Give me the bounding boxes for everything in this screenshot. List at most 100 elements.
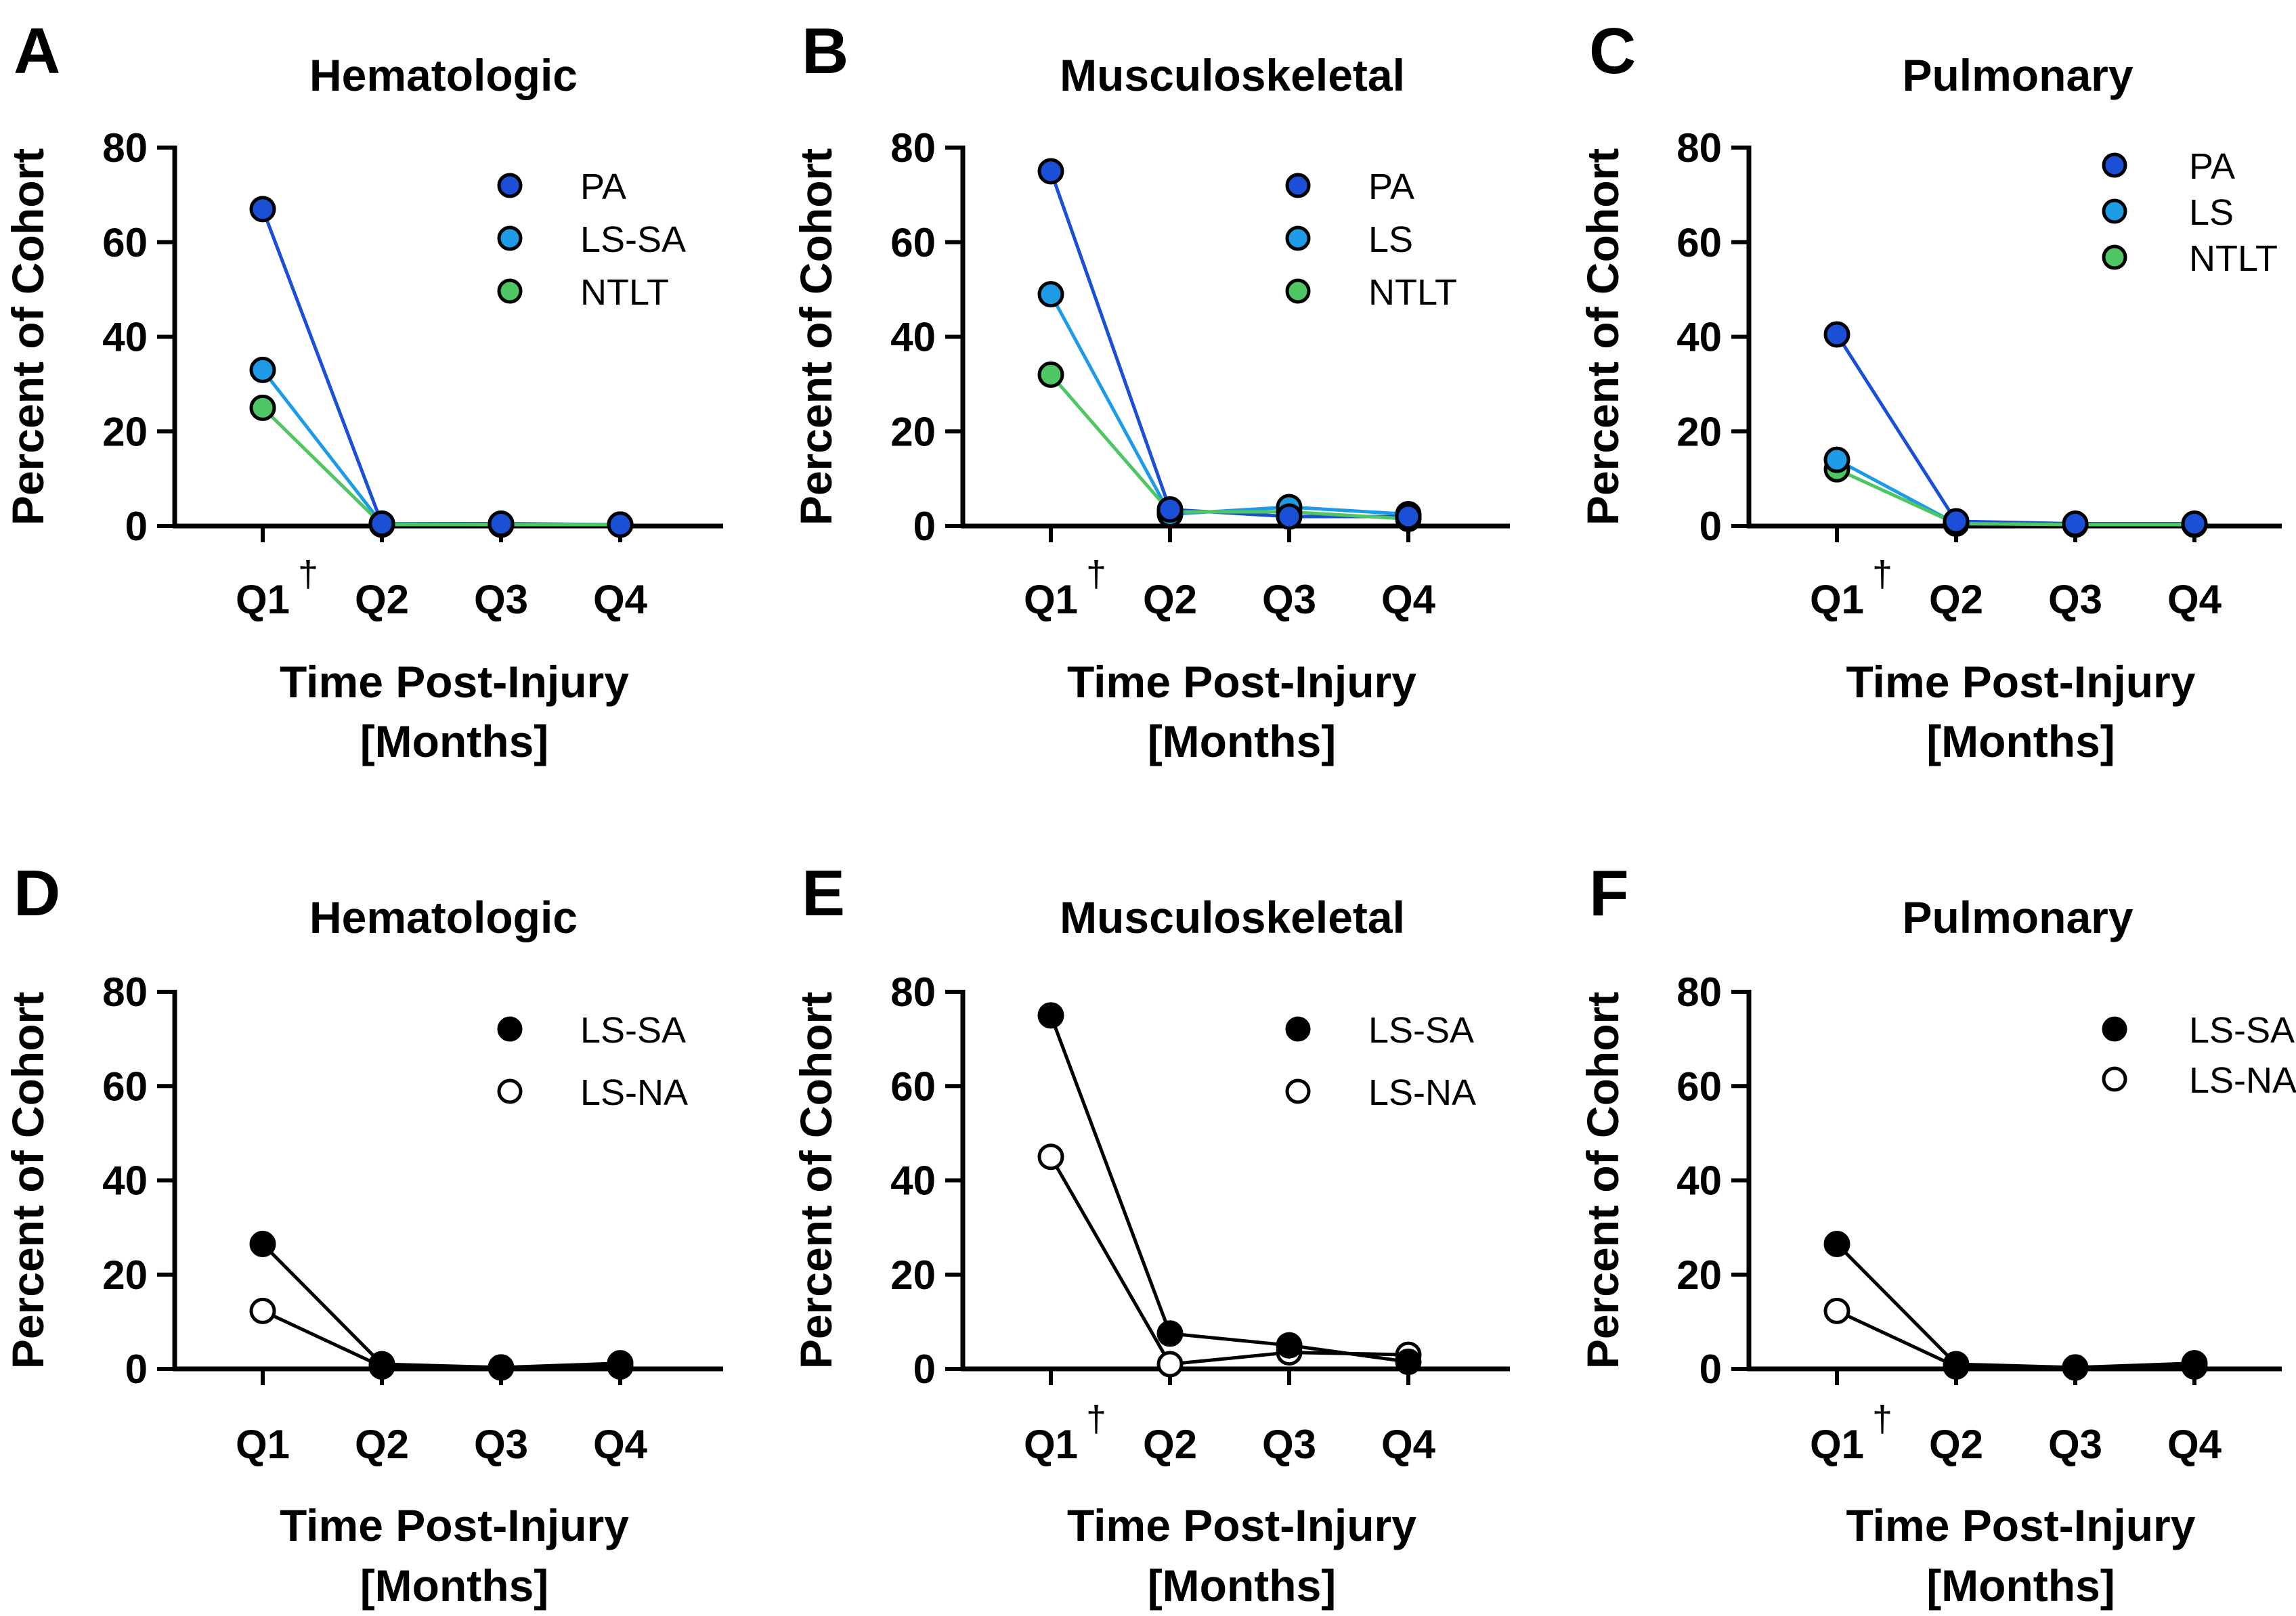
x-axis-label-units: [Months]	[1148, 1560, 1337, 1611]
x-axis-label: Time Post-Injury	[1067, 657, 1416, 707]
legend-marker	[2102, 1016, 2127, 1042]
legend-marker	[1285, 225, 1311, 251]
x-axis-label-units: [Months]	[1148, 716, 1337, 766]
panel-d: D Hematologic Percent of Cohort 0 20 40 60 80 Q1…	[3, 857, 723, 1611]
x-tick-label: Q2	[1929, 1422, 1983, 1467]
series-line-ls-na	[1836, 1309, 2195, 1370]
y-tick-label: 60	[102, 220, 148, 265]
x-axis-label-units: [Months]	[1926, 716, 2115, 766]
y-axis-label: Percent of Cohort	[1578, 148, 1628, 525]
y-tick-label: 40	[890, 315, 936, 360]
data-point-pa	[1943, 508, 1970, 535]
data-point-pa	[1037, 158, 1064, 185]
legend-marker	[1285, 1016, 1311, 1042]
x-tick-label: Q3	[1262, 1422, 1316, 1467]
data-point-ls-sa	[1943, 1351, 1970, 1378]
data-point-pa	[488, 510, 515, 538]
panel-title: Hematologic	[309, 892, 578, 942]
x-axis-label: Time Post-Injury	[280, 657, 629, 707]
data-point-ls-sa	[368, 1351, 395, 1378]
y-tick-label: 80	[1676, 969, 1722, 1015]
y-tick-label: 80	[1676, 125, 1722, 171]
panel-label: B	[802, 15, 848, 87]
panel-label: E	[802, 857, 845, 930]
legend-label: PA	[1368, 167, 1414, 207]
y-tick-label: 60	[1676, 1064, 1722, 1109]
data-point-ls-sa	[1823, 1230, 1850, 1257]
legend-marker	[2102, 1066, 2127, 1092]
legend-label: PA	[2189, 146, 2235, 187]
y-tick-label: 0	[125, 1347, 148, 1392]
y-tick-label: 20	[1676, 409, 1722, 454]
legend-label: LS-SA	[1368, 1010, 1474, 1051]
panel-b: B Musculoskeletal Percent of Cohort 0 20 40 60…	[791, 15, 1510, 766]
data-point-ls-na	[249, 1297, 276, 1324]
data-point-ls	[1037, 281, 1064, 308]
legend-marker	[1285, 173, 1311, 198]
x-axis-label: Time Post-Injury	[1846, 657, 2196, 707]
series-line-ls-na	[261, 1309, 621, 1370]
legend-label: LS	[2189, 192, 2234, 233]
legend-marker	[2102, 152, 2127, 178]
y-tick-label: 60	[102, 1064, 148, 1109]
data-point-pa	[1276, 503, 1303, 530]
data-point-ls-na	[1037, 1143, 1064, 1171]
x-tick-label: Q3	[2048, 1422, 2102, 1467]
panel-label: C	[1589, 15, 1636, 87]
y-tick-label: 0	[913, 504, 936, 549]
panel-title: Hematologic	[309, 50, 578, 100]
dagger-mark: †	[1872, 554, 1892, 594]
data-point-ls-na	[1823, 1297, 1850, 1324]
y-tick-label: 40	[1676, 1158, 1722, 1204]
legend-label: LS-SA	[2189, 1010, 2295, 1051]
x-tick-label: Q1	[1024, 577, 1078, 622]
x-tick-label: Q1	[1810, 1422, 1864, 1467]
y-tick-label: 40	[102, 315, 148, 360]
x-tick-label: Q4	[2167, 1422, 2222, 1467]
legend-marker	[497, 1078, 523, 1104]
x-tick-label: Q2	[1143, 577, 1197, 622]
y-tick-label: 0	[1699, 1347, 1722, 1392]
x-tick-label: Q2	[355, 1422, 409, 1467]
data-point-ls-sa	[2062, 1354, 2089, 1381]
legend-marker	[1285, 1078, 1311, 1104]
data-point-pa	[1156, 496, 1184, 523]
x-tick-label: Q3	[474, 1422, 528, 1467]
panel-label: A	[14, 15, 60, 87]
data-point-ls-sa	[249, 1230, 276, 1257]
series-line-pa	[261, 208, 621, 527]
x-tick-label: Q1	[1810, 577, 1864, 622]
dagger-mark: †	[298, 554, 318, 594]
legend-label: NTLT	[2189, 238, 2278, 279]
series-line-ntlt	[261, 406, 620, 527]
x-tick-label: Q3	[1262, 577, 1316, 622]
y-tick-label: 80	[102, 969, 148, 1015]
data-point-ls-sa	[1276, 1332, 1303, 1359]
data-point-ls-sa	[488, 1354, 515, 1381]
y-tick-label: 0	[1699, 504, 1722, 549]
y-tick-label: 20	[1676, 1252, 1722, 1298]
panel-f: F Pulmonary Percent of Cohort 0 20 40 60 80 Q1† Q…	[1578, 857, 2296, 1611]
x-tick-label: Q1	[236, 1422, 290, 1467]
y-tick-label: 40	[1676, 315, 1722, 360]
legend-label: NTLT	[580, 272, 669, 313]
panel-title: Pulmonary	[1902, 892, 2133, 942]
panel-label: D	[14, 857, 60, 930]
data-point-ls-sa	[1037, 1002, 1064, 1029]
data-point-pa	[2062, 510, 2089, 538]
panel-e: E Musculoskeletal Percent of Cohort 0 20 40 60…	[791, 857, 1510, 1611]
y-tick-label: 60	[1676, 220, 1722, 265]
legend-label: PA	[580, 167, 626, 207]
data-point-pa	[249, 196, 276, 223]
y-axis-label: Percent of Cohort	[791, 992, 841, 1369]
data-point-pa	[1823, 321, 1850, 348]
y-tick-label: 20	[102, 409, 148, 454]
dagger-mark: †	[1872, 1399, 1892, 1439]
y-tick-label: 80	[102, 125, 148, 171]
x-tick-label: Q4	[593, 1422, 648, 1467]
series-line-ls-sa	[1049, 1014, 1409, 1364]
legend-marker	[1285, 278, 1311, 304]
y-axis-label: Percent of Cohort	[3, 148, 53, 525]
x-tick-label: Q3	[2048, 577, 2102, 622]
